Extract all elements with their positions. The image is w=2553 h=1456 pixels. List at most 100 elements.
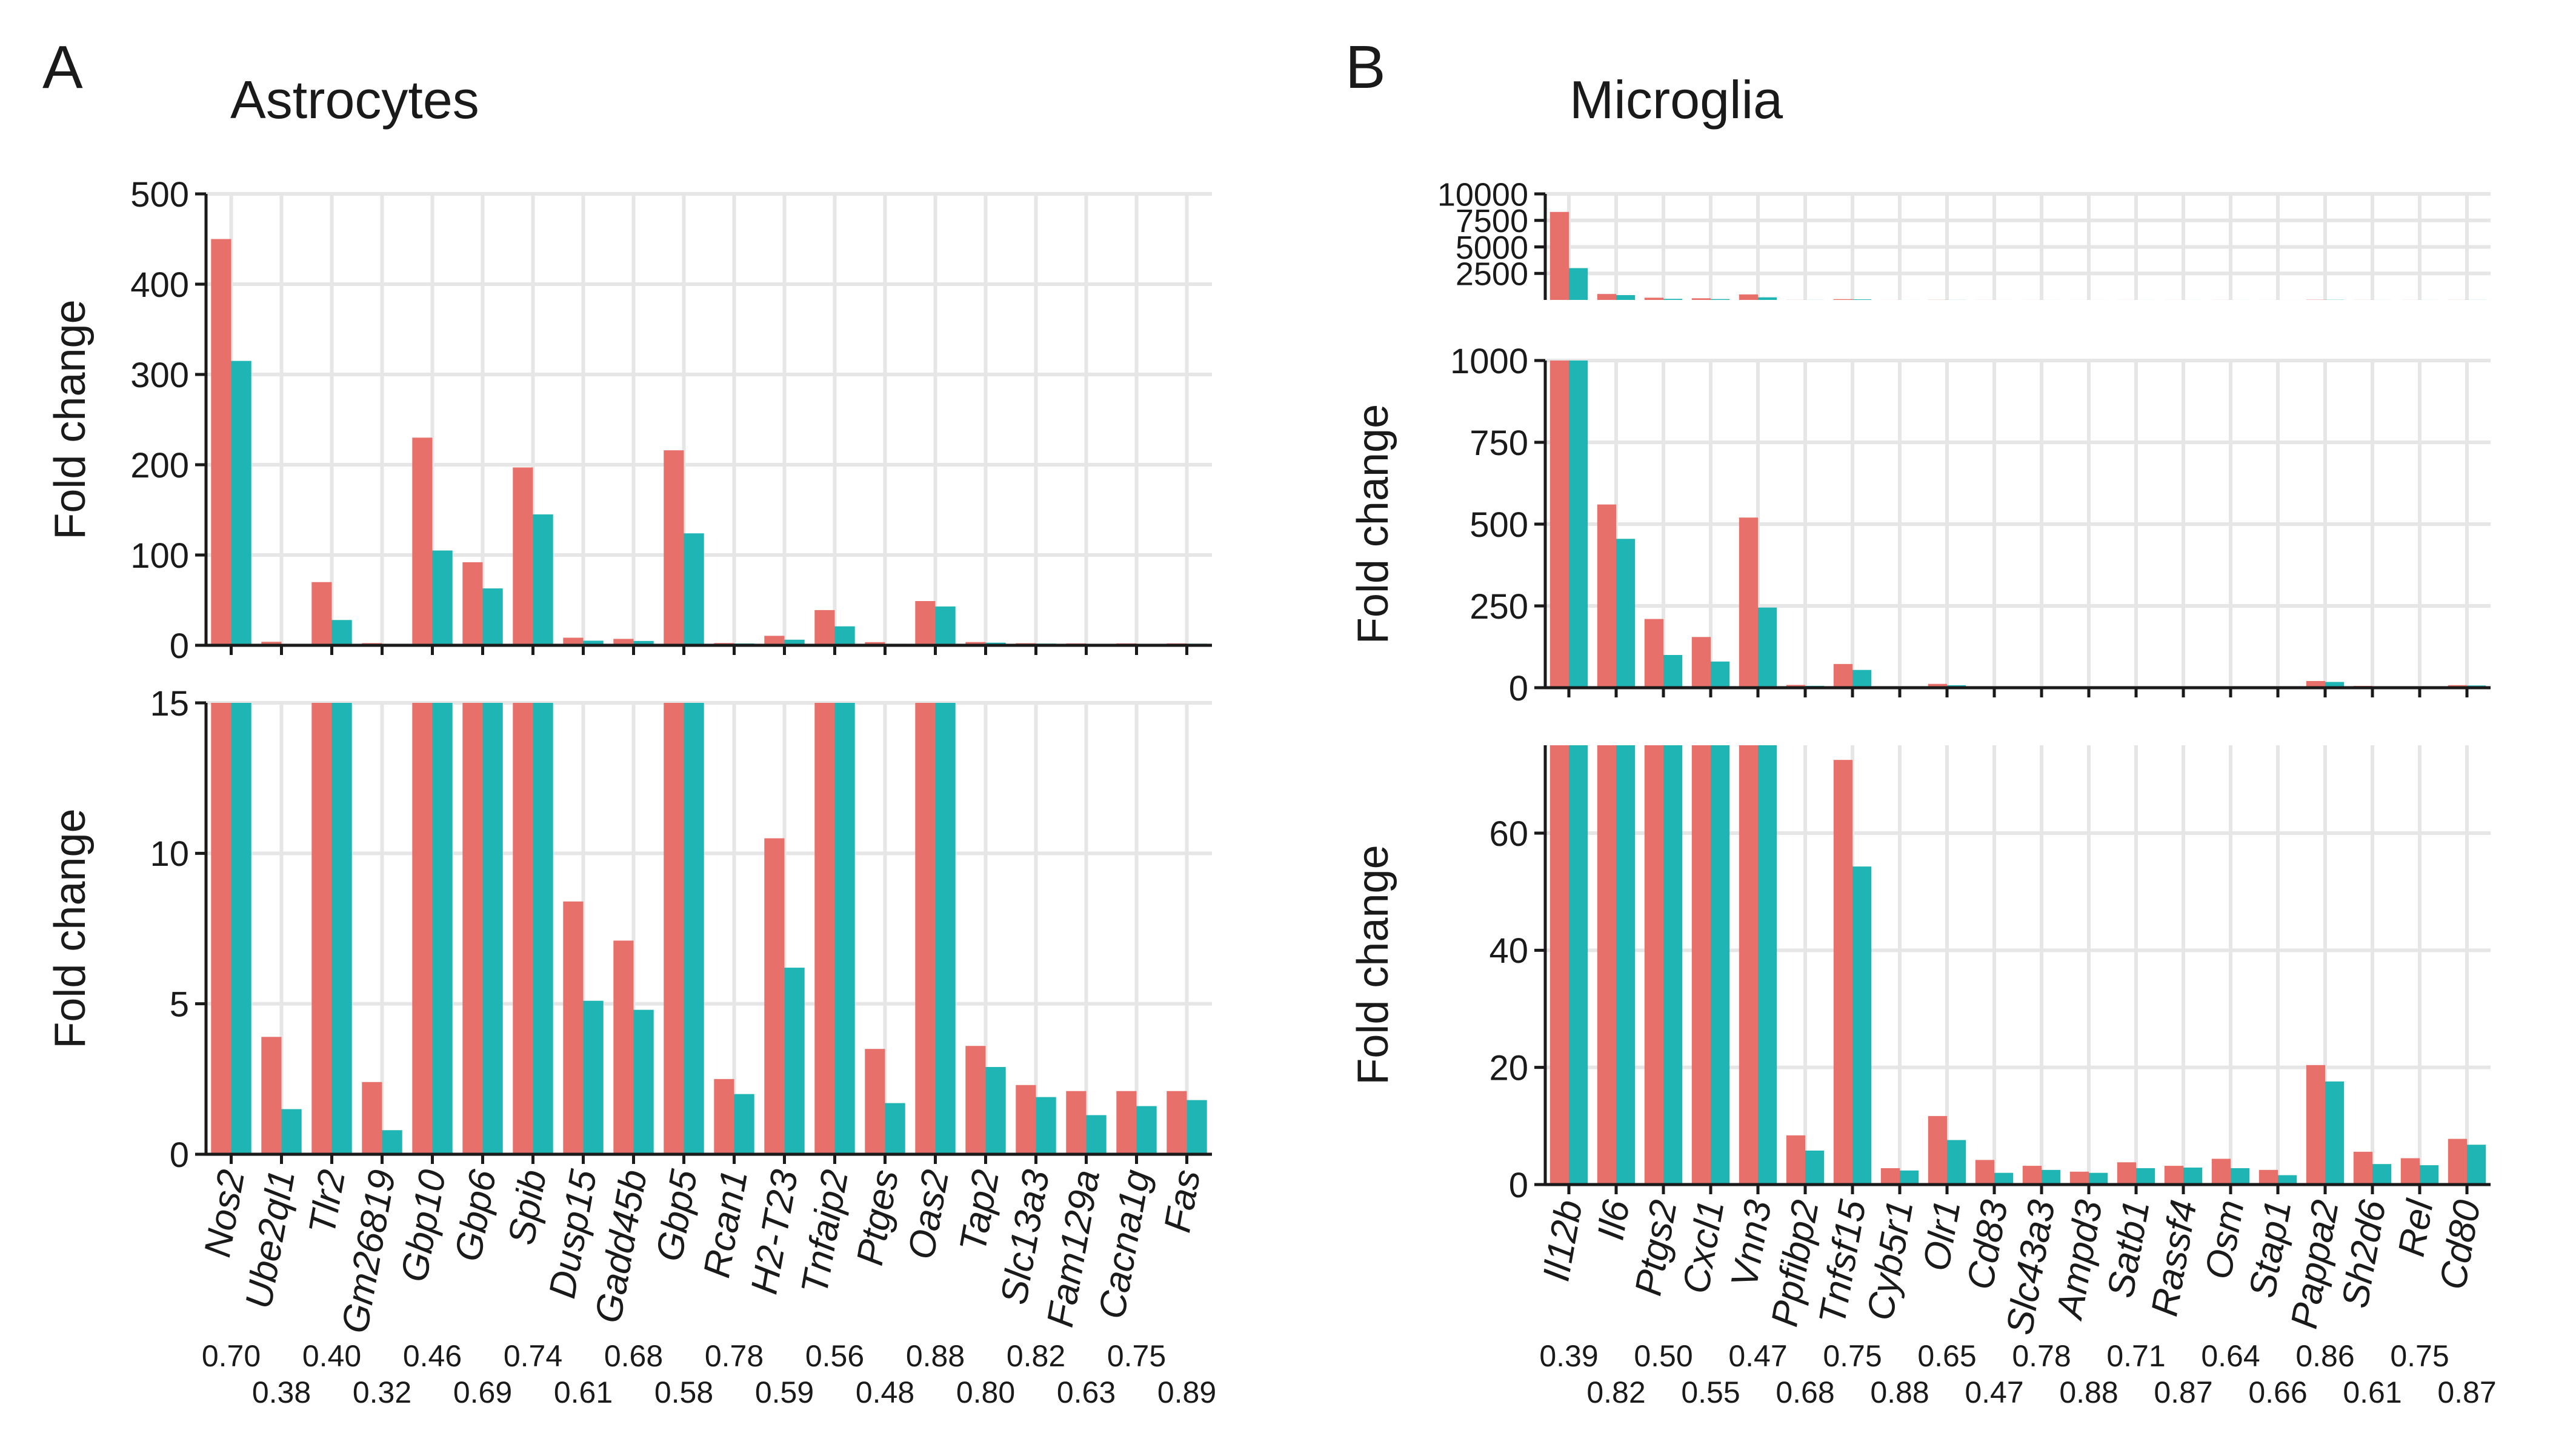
bar-Rel-series2 [2420, 1165, 2439, 1185]
bar-Tnfaip2-series2 [834, 703, 855, 1154]
ratio-row2: 0.68 [1776, 1375, 1834, 1409]
y-tick-label: 7500 [1456, 203, 1528, 239]
bar-Cxcl1-series2 [1711, 745, 1730, 1185]
ratio-row2: 0.82 [1586, 1375, 1645, 1409]
y-tick-label: 2500 [1456, 256, 1528, 293]
y-axis-label: Fold change [1349, 845, 1397, 1085]
ratio-labels: 0.70 0.40 0.46 0.74 0.68 0.78 0.56 0.88 0.82 0.75… [202, 1339, 1216, 1409]
y-tick-label: 5000 [1456, 230, 1528, 266]
bar-Vnn3-series2 [1758, 297, 1777, 300]
y-tick-label: 100 [130, 536, 189, 576]
bar-Gbp10-series2 [432, 550, 453, 645]
bar-Vnn3-series2 [1758, 607, 1777, 688]
ratio-row1: 0.56 [805, 1339, 864, 1373]
bar-Satb1-series2 [2136, 1168, 2155, 1185]
bar-Ppfibp2-series2 [1805, 1150, 1825, 1185]
bar-Gbp6-series1 [462, 562, 483, 645]
ratio-row2: 0.48 [856, 1375, 914, 1409]
gene-label-Osm: Osm [2197, 1197, 2252, 1282]
bar-Ptgs2-series2 [1663, 299, 1683, 300]
ratio-row1: 0.47 [1728, 1339, 1787, 1373]
bar-Osm-series2 [2231, 1168, 2250, 1185]
bar-Sh2d6-series1 [2353, 1151, 2372, 1185]
bar-Tlr2-series2 [331, 703, 352, 1154]
bar-Ptges-series1 [865, 642, 885, 645]
bar-Nos2-series1 [211, 703, 231, 1154]
bar-Nos2-series2 [231, 703, 251, 1154]
gene-label-Tlr2: Tlr2 [301, 1166, 353, 1237]
bar-Fas-series1 [1167, 1091, 1187, 1154]
bar-Gm26819-series1 [362, 1082, 382, 1154]
bar-Cyb5r1-series1 [1880, 1168, 1900, 1185]
bar-Slc43a3-series1 [2022, 1166, 2042, 1185]
y-tick-label: 40 [1489, 931, 1528, 971]
bar-Slc13a3-series1 [1016, 1085, 1036, 1154]
bar-Ptges-series1 [865, 1049, 885, 1154]
bar-Fam129a-series2 [1086, 1115, 1107, 1154]
gene-label-Rel: Rel [2391, 1195, 2441, 1260]
ratio-row1: 0.78 [2012, 1339, 2071, 1373]
panel-a-letter: A [42, 33, 83, 101]
bar-Spib-series2 [533, 514, 553, 645]
bar-Cxcl1-series1 [1691, 298, 1711, 300]
gene-label-Oas2: Oas2 [900, 1166, 957, 1262]
ratio-row1: 0.70 [202, 1339, 261, 1373]
bar-Fam129a-series1 [1066, 1091, 1087, 1154]
gene-labels: Nos2Ube2ql1Tlr2Gm26819Gbp10Gbp6SpibDusp1… [196, 1166, 1208, 1337]
bar-Spib-series1 [513, 703, 533, 1154]
ratio-row1: 0.75 [2390, 1339, 2449, 1373]
axis-group-1: 0 100 200 300 400 500 Fold change [46, 175, 1212, 666]
y-tick-label: 5 [170, 985, 189, 1025]
bar-Il6-series1 [1597, 745, 1616, 1185]
bar-Oas2-series1 [915, 703, 936, 1154]
y-tick-label: 500 [1470, 505, 1528, 545]
ratio-row2: 0.61 [2343, 1375, 2402, 1409]
ratio-row1: 0.82 [1007, 1339, 1065, 1373]
bar-Dusp15-series1 [563, 637, 584, 645]
bar-Ampd3-series1 [2069, 1171, 2089, 1185]
bar-Il12b-series2 [1569, 745, 1588, 1185]
bar-Il12b-series2 [1569, 361, 1588, 688]
ratio-row2: 0.69 [453, 1375, 512, 1409]
bar-Dusp15-series2 [583, 640, 604, 645]
bar-Tnfsf15-series2 [1852, 866, 1872, 1185]
bar-Cd80-series1 [2448, 1139, 2467, 1185]
ratio-row1: 0.65 [1917, 1339, 1976, 1373]
panel-a-title: Astrocytes [230, 70, 479, 130]
y-axis-label: Fold change [46, 808, 95, 1048]
bar-Gbp6-series1 [462, 703, 483, 1154]
bar-Ampd3-series2 [2089, 1172, 2108, 1185]
ratio-row1: 0.75 [1107, 1339, 1166, 1373]
bar-Il12b-series2 [1569, 268, 1588, 300]
bar-Oas2-series2 [935, 606, 956, 645]
bar-Nos2-series1 [211, 239, 231, 645]
bar-Gbp6-series2 [482, 703, 503, 1154]
y-tick-label: 60 [1489, 814, 1528, 854]
gene-label-Cd80: Cd80 [2432, 1197, 2489, 1292]
axis-group-2: 0 5 10 15 Fold change [46, 684, 1212, 1175]
axis-group-3: 0 20 40 60 Fold change [1349, 745, 2491, 1205]
bar-H2-T23-series1 [764, 636, 785, 645]
ratio-row2: 0.89 [1157, 1375, 1216, 1409]
bar-Il6-series2 [1616, 539, 1636, 688]
ratio-row2: 0.32 [353, 1375, 411, 1409]
bar-Olr1-series2 [1947, 1140, 1966, 1185]
bar-Pappa2-series2 [2325, 1081, 2345, 1185]
y-tick-label: 0 [1509, 1166, 1528, 1205]
ratio-row1: 0.64 [2201, 1339, 2260, 1373]
ratio-row1: 0.68 [604, 1339, 663, 1373]
bar-H2-T23-series1 [764, 838, 785, 1154]
bar-H2-T23-series2 [784, 968, 805, 1154]
bar-Vnn3-series1 [1739, 517, 1758, 688]
bar-Ppfibp2-series1 [1786, 1135, 1805, 1185]
bar-Il6-series1 [1597, 504, 1616, 688]
bar-Gadd45b-series2 [633, 1009, 654, 1154]
bar-Rassf4-series2 [2183, 1167, 2203, 1185]
panel-a-chart: 0 100 200 300 400 500 Fold change 0 5 10 15 Fold ch… [46, 175, 1216, 1409]
bar-Cacna1g-series1 [1116, 1091, 1137, 1154]
bar-Tnfsf15-series2 [1852, 299, 1872, 300]
bar-Tnfsf15-series1 [1833, 299, 1852, 300]
y-tick-label: 250 [1470, 587, 1528, 627]
bar-Pappa2-series1 [2306, 680, 2325, 688]
